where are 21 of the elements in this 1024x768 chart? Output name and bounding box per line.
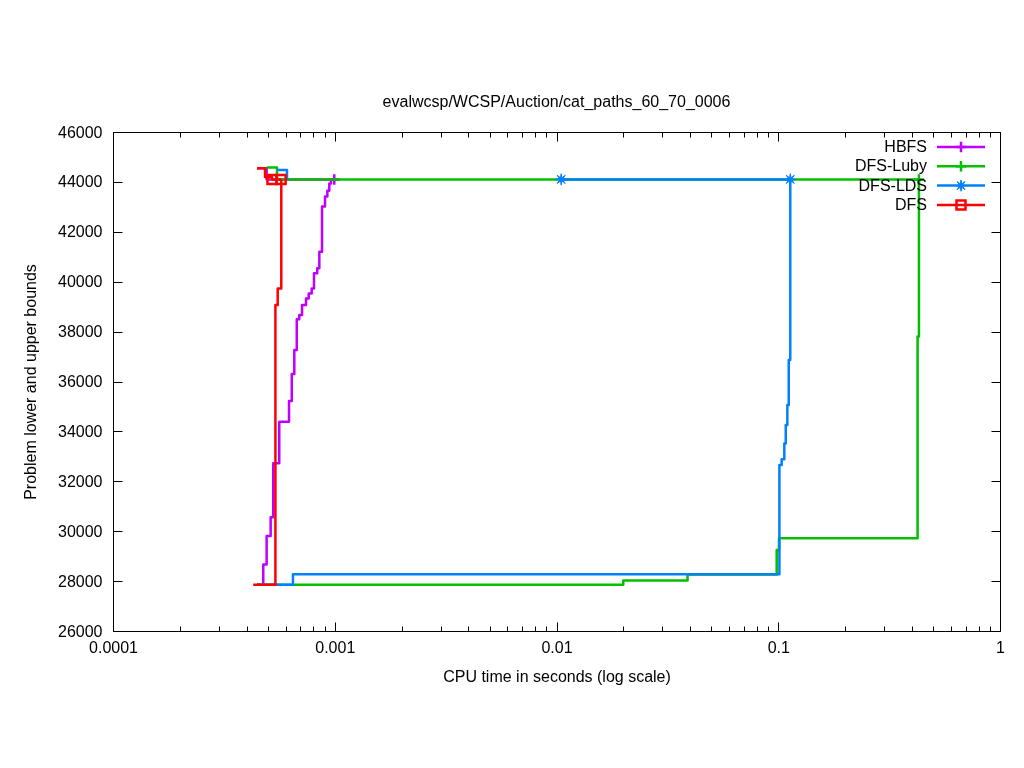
y-tick-label: 42000 bbox=[58, 223, 103, 241]
y-tick-label: 46000 bbox=[58, 123, 103, 141]
y-tick-label: 40000 bbox=[58, 273, 103, 291]
x-tick-label: 1 bbox=[996, 638, 1006, 656]
legend-label: DFS-Luby bbox=[854, 157, 927, 175]
y-tick-label: 28000 bbox=[58, 572, 103, 590]
y-axis-title: Problem lower and upper bounds bbox=[22, 264, 40, 500]
x-tick-label: 0.001 bbox=[315, 638, 356, 656]
y-tick-label: 34000 bbox=[58, 422, 103, 440]
y-tick-label: 32000 bbox=[58, 472, 103, 490]
y-tick-label: 36000 bbox=[58, 373, 103, 390]
y-tick-label: 26000 bbox=[58, 622, 103, 640]
y-tick-label: 38000 bbox=[58, 323, 103, 341]
x-axis-title: CPU time in seconds (log scale) bbox=[443, 667, 671, 685]
legend-label: HBFS bbox=[884, 138, 927, 155]
x-tick-label: 0.01 bbox=[541, 638, 573, 656]
x-tick-label: 0.0001 bbox=[89, 638, 139, 656]
y-tick-label: 44000 bbox=[58, 173, 103, 191]
x-tick-label: 0.1 bbox=[767, 638, 790, 656]
chart-title: evalwcsp/WCSP/Auction/cat_paths_60_70_0006 bbox=[382, 93, 731, 111]
y-tick-label: 30000 bbox=[58, 522, 103, 540]
